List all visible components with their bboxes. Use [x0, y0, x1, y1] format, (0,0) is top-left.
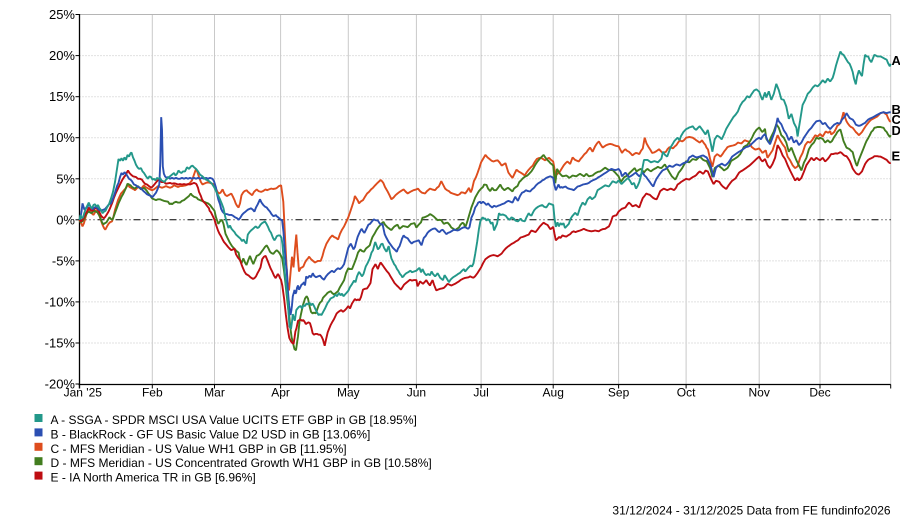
- svg-text:5%: 5%: [56, 171, 75, 186]
- svg-text:Feb: Feb: [142, 386, 163, 400]
- svg-text:Jul: Jul: [473, 386, 488, 400]
- svg-text:-5%: -5%: [52, 253, 76, 268]
- svg-text:Dec: Dec: [809, 386, 830, 400]
- svg-text:May: May: [337, 386, 360, 400]
- svg-text:25%: 25%: [49, 7, 75, 22]
- svg-text:-15%: -15%: [45, 336, 76, 351]
- svg-text:15%: 15%: [49, 89, 75, 104]
- svg-text:Jan '25: Jan '25: [64, 386, 103, 400]
- svg-text:Oct: Oct: [677, 386, 696, 400]
- svg-text:Aug: Aug: [543, 386, 564, 400]
- svg-text:A: A: [892, 53, 900, 68]
- svg-text:E: E: [892, 148, 900, 163]
- svg-text:D - MFS Meridian - US Concentr: D - MFS Meridian - US Concentrated Growt…: [51, 456, 432, 470]
- svg-text:20%: 20%: [49, 48, 75, 63]
- svg-text:-10%: -10%: [45, 294, 76, 309]
- svg-text:Nov: Nov: [749, 386, 770, 400]
- svg-text:A - SSGA - SPDR MSCI USA Value: A - SSGA - SPDR MSCI USA Value UCITS ETF…: [51, 413, 417, 427]
- svg-text:0%: 0%: [56, 212, 75, 227]
- svg-text:Apr: Apr: [271, 386, 290, 400]
- svg-text:Sep: Sep: [608, 386, 630, 400]
- svg-text:D: D: [892, 123, 900, 138]
- svg-text:Jun: Jun: [407, 386, 426, 400]
- svg-text:31/12/2024 - 31/12/2025 Data f: 31/12/2024 - 31/12/2025 Data from FE fun…: [612, 504, 891, 518]
- svg-text:Mar: Mar: [204, 386, 225, 400]
- svg-text:E - IA North America TR in GB: E - IA North America TR in GB [6.96%]: [51, 471, 256, 485]
- svg-text:C - MFS Meridian - US Value WH: C - MFS Meridian - US Value WH1 GBP in G…: [51, 442, 347, 456]
- svg-text:B - BlackRock - GF US Basic Va: B - BlackRock - GF US Basic Value D2 USD…: [51, 427, 371, 441]
- svg-text:10%: 10%: [49, 130, 75, 145]
